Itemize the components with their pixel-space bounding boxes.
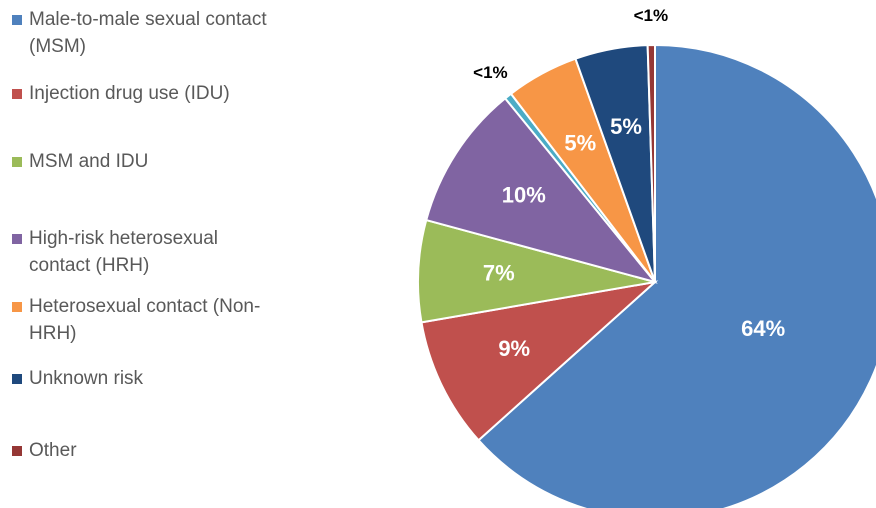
legend-label: Heterosexual contact (Non-HRH) — [29, 296, 261, 344]
pie-slice — [477, 43, 876, 508]
legend-item: Injection drug use (IDU) — [8, 80, 270, 107]
data-label: 10% — [502, 183, 546, 208]
legend-item: Heterosexual contact (Non-HRH) — [8, 293, 270, 347]
legend-swatch — [12, 446, 22, 456]
legend-item: MSM and IDU — [8, 148, 270, 175]
legend-label: Injection drug use (IDU) — [29, 83, 230, 104]
legend-item: Unknown risk — [8, 365, 270, 392]
legend-item: Other — [8, 437, 270, 464]
legend-swatch — [12, 157, 22, 167]
legend-swatch — [12, 89, 22, 99]
legend-item: Male-to-male sexual contact (MSM) — [8, 6, 270, 60]
legend-swatch — [12, 302, 22, 312]
data-label: <1% — [473, 63, 508, 82]
pie-slice — [420, 280, 659, 442]
data-label: <1% — [634, 6, 669, 25]
legend-swatch — [12, 234, 22, 244]
legend-label: Male-to-male sexual contact (MSM) — [29, 9, 267, 57]
legend-swatch — [12, 15, 22, 25]
data-label: 9% — [498, 336, 530, 361]
pie-slice — [646, 43, 656, 283]
legend-swatch — [12, 374, 22, 384]
legend-label: High-risk heterosexual contact (HRH) — [29, 228, 219, 276]
pie-slice — [417, 218, 656, 324]
data-label: 5% — [564, 130, 596, 155]
data-label: 5% — [610, 114, 642, 139]
data-label: 64% — [741, 316, 785, 341]
legend-label: MSM and IDU — [29, 151, 149, 172]
legend-label: Unknown risk — [29, 368, 144, 389]
legend-item: High-risk heterosexual contact (HRH) — [8, 225, 270, 279]
data-label: 7% — [483, 261, 515, 286]
pie-slice — [425, 96, 658, 284]
legend-label: Other — [29, 440, 77, 461]
